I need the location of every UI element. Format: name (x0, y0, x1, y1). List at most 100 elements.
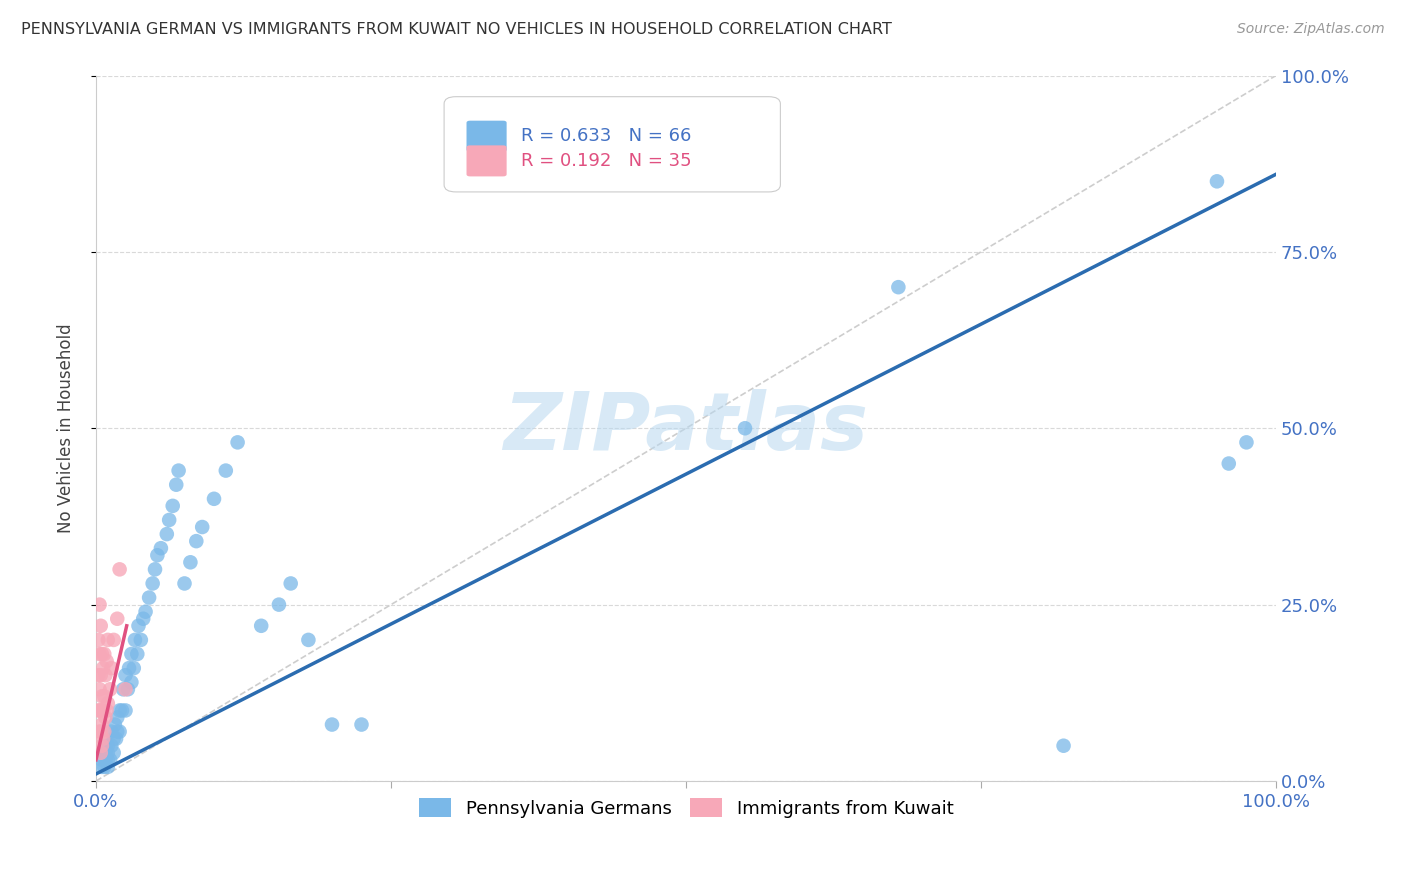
FancyBboxPatch shape (467, 120, 506, 152)
Point (90, 724, 112, 739)
Point (89, 598, 111, 612)
FancyBboxPatch shape (444, 96, 780, 192)
Point (114, 703, 136, 717)
Point (87, 632, 110, 647)
Point (191, 520, 214, 534)
Point (887, 280, 910, 294)
Point (93, 760, 115, 774)
Point (149, 541, 172, 556)
Point (90, 746, 112, 760)
Point (89, 647, 111, 661)
Point (97, 760, 120, 774)
Point (90, 717, 112, 731)
FancyBboxPatch shape (467, 145, 506, 177)
Point (94, 710, 117, 724)
Point (1236, 435, 1258, 450)
Point (103, 731, 125, 746)
Point (100, 724, 122, 739)
Point (226, 435, 249, 450)
Point (100, 739, 122, 753)
Point (108, 562, 131, 576)
Text: Source: ZipAtlas.com: Source: ZipAtlas.com (1237, 22, 1385, 37)
Point (97, 632, 120, 647)
Point (111, 703, 134, 717)
Point (156, 527, 179, 541)
Point (120, 647, 142, 661)
Point (173, 576, 195, 591)
Point (94, 753, 117, 767)
Point (90, 619, 112, 633)
Point (96, 654, 118, 668)
Point (267, 598, 290, 612)
Point (105, 724, 128, 739)
Point (91, 731, 114, 746)
Point (122, 661, 145, 675)
Point (112, 682, 135, 697)
Point (143, 562, 166, 576)
Point (94, 739, 117, 753)
Point (142, 576, 165, 591)
Point (1206, 174, 1229, 188)
Text: R = 0.633   N = 66: R = 0.633 N = 66 (520, 128, 692, 145)
Point (90, 746, 112, 760)
Point (97, 697, 120, 711)
Point (94, 668, 117, 682)
Point (89, 682, 111, 697)
Text: R = 0.192   N = 35: R = 0.192 N = 35 (520, 152, 692, 169)
Point (93, 724, 115, 739)
Point (350, 717, 373, 731)
Point (98, 753, 121, 767)
Point (250, 619, 273, 633)
Point (89, 724, 111, 739)
Text: ZIPatlas: ZIPatlas (503, 389, 869, 467)
Point (90, 739, 112, 753)
Point (128, 619, 150, 633)
Point (90, 760, 112, 774)
Point (91, 661, 114, 675)
Point (97, 746, 120, 760)
Point (97, 739, 120, 753)
Point (1052, 739, 1074, 753)
Legend: Pennsylvania Germans, Immigrants from Kuwait: Pennsylvania Germans, Immigrants from Ku… (412, 791, 960, 825)
Y-axis label: No Vehicles in Household: No Vehicles in Household (58, 324, 75, 533)
Point (1218, 457, 1240, 471)
Point (179, 555, 201, 569)
Point (87, 703, 110, 717)
Point (105, 710, 128, 724)
Point (734, 421, 756, 435)
Point (146, 548, 169, 562)
Point (93, 647, 115, 661)
Text: PENNSYLVANIA GERMAN VS IMMIGRANTS FROM KUWAIT NO VEHICLES IN HOUSEHOLD CORRELATI: PENNSYLVANIA GERMAN VS IMMIGRANTS FROM K… (21, 22, 891, 37)
Point (105, 612, 128, 626)
Point (91, 703, 114, 717)
Point (90, 647, 112, 661)
Point (297, 632, 319, 647)
Point (114, 668, 136, 682)
Point (157, 513, 180, 527)
Point (124, 632, 146, 647)
Point (108, 724, 131, 739)
Point (186, 534, 208, 549)
Point (89, 703, 111, 717)
Point (94, 746, 117, 760)
Point (165, 477, 187, 491)
Point (90, 668, 112, 682)
Point (100, 661, 122, 675)
Point (167, 464, 190, 478)
Point (90, 753, 112, 767)
Point (120, 675, 142, 690)
Point (321, 717, 343, 731)
Point (135, 605, 157, 619)
Point (215, 464, 238, 478)
Point (114, 682, 136, 697)
Point (162, 499, 184, 513)
Point (104, 717, 127, 731)
Point (108, 703, 131, 717)
Point (138, 591, 160, 605)
Point (105, 731, 128, 746)
Point (103, 632, 125, 647)
Point (129, 632, 152, 647)
Point (98, 682, 121, 697)
Point (127, 647, 149, 661)
Point (132, 612, 155, 626)
